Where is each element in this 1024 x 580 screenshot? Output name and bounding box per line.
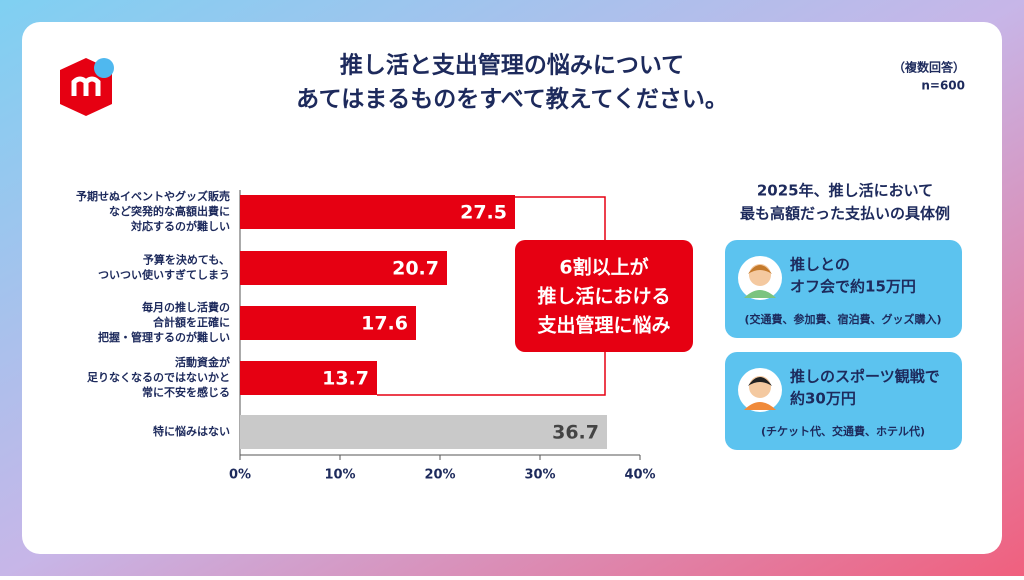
callout-box: [515, 240, 693, 352]
value-label: 17.6: [361, 313, 408, 335]
category-label: 毎月の推し活費の: [142, 300, 230, 314]
avatar-hair: [748, 377, 772, 386]
card-detail: (チケット代、交通費、ホテル代): [761, 424, 925, 438]
bar: [240, 251, 447, 285]
sidebar-title: 2025年、推し活において: [757, 182, 933, 200]
category-label: 対応するのが難しい: [130, 219, 230, 233]
card-text: 推しのスポーツ観戦で: [790, 368, 940, 386]
value-label: 20.7: [392, 258, 439, 280]
card-text: オフ会で約15万円: [790, 278, 916, 296]
card-text: 約30万円: [790, 390, 856, 408]
note: （複数回答）: [893, 60, 965, 75]
bar: [240, 415, 607, 449]
category-label: 足りなくなるのではないかと: [87, 371, 230, 384]
value-label: 13.7: [322, 368, 369, 390]
value-label: 27.5: [460, 202, 507, 224]
annotation: 推し活における: [537, 285, 670, 308]
bar: [240, 306, 416, 340]
note: n=600: [921, 79, 965, 93]
avatar-body: [744, 402, 776, 410]
value-label: 36.7: [552, 422, 599, 444]
category-label: 把握・管理するのが難しい: [98, 330, 230, 344]
category-label: 特に悩みはない: [153, 424, 230, 438]
category-label: 予算を決めても、: [143, 253, 230, 267]
x-tick-label: 30%: [524, 468, 555, 483]
annotation: 6割以上が: [559, 256, 648, 279]
card-text: 推しとの: [790, 256, 850, 274]
logo: [60, 58, 114, 116]
example-card: [725, 352, 962, 450]
x-tick-label: 40%: [624, 468, 655, 483]
x-tick-label: 10%: [324, 468, 355, 483]
sidebar-title: 最も高額だった支払いの具体例: [740, 205, 950, 223]
category-label: 活動資金が: [175, 355, 230, 369]
x-tick-label: 20%: [424, 468, 455, 483]
category-label: 常に不安を感じる: [142, 385, 230, 399]
card-detail: (交通費、参加費、宿泊費、グッズ購入): [744, 312, 941, 326]
chart-title: 推し活と支出管理の悩みについて: [340, 52, 684, 79]
bar: [240, 195, 515, 229]
category-label: 合計額を正確に: [153, 315, 230, 329]
category-label: など突発的な高額出費に: [109, 204, 230, 218]
example-card: [725, 240, 962, 338]
annotation: 支出管理に悩み: [536, 314, 670, 337]
chart-title: あてはまるものをすべて教えてください。: [296, 86, 728, 113]
category-label: ついつい使いすぎてしまう: [98, 268, 230, 282]
x-tick-label: 0%: [229, 468, 251, 483]
avatar-hair: [748, 265, 772, 274]
category-label: 予期せぬイベントやグッズ販売: [76, 189, 230, 203]
avatar-body: [744, 290, 776, 298]
bar: [240, 361, 377, 395]
